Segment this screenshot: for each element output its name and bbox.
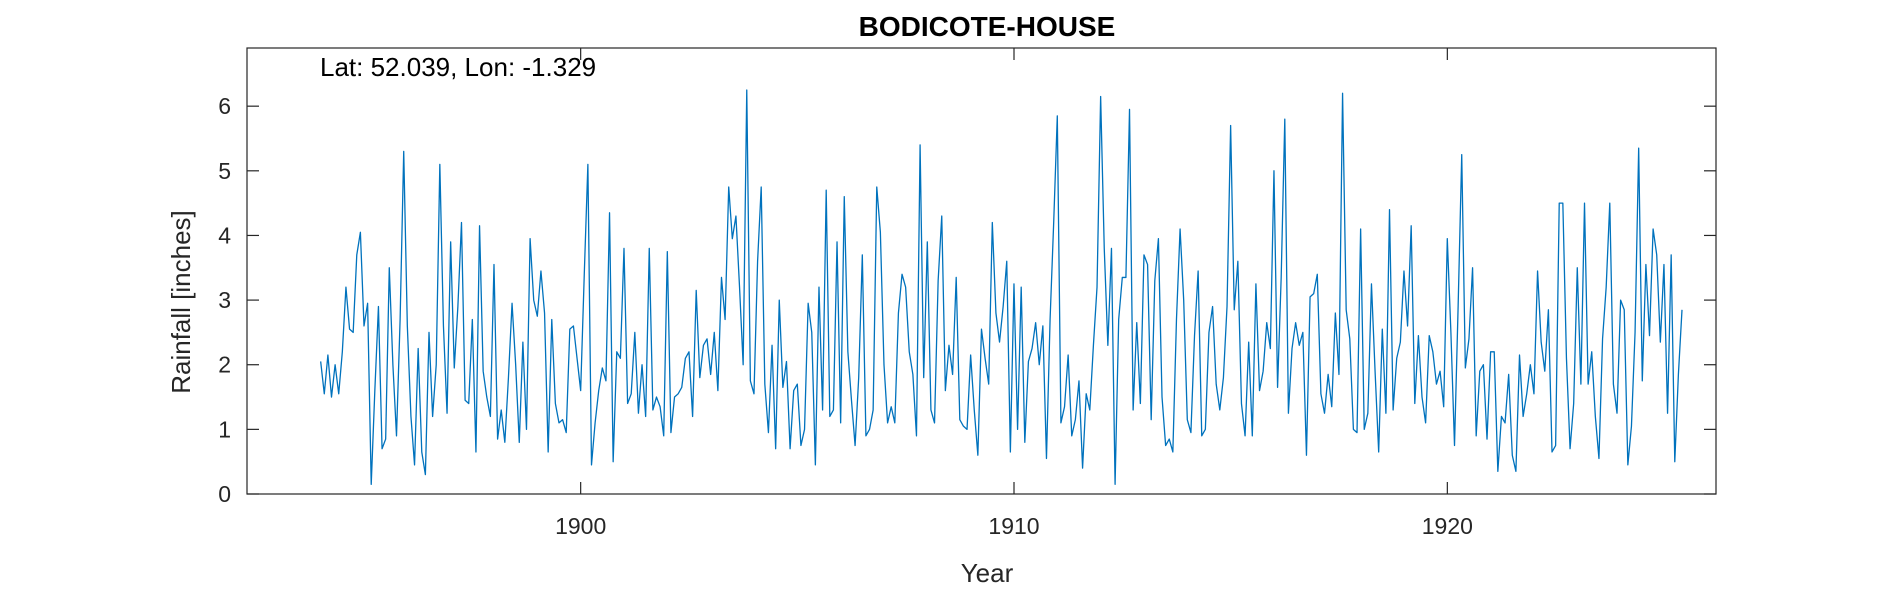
y-axis-label: Rainfall [inches] [166, 210, 196, 394]
axes: 1900 1910 1920 0 1 2 3 4 5 6 [218, 48, 1716, 539]
y-tick-label: 0 [218, 481, 231, 507]
y-tick-label: 2 [218, 352, 231, 378]
plot-frame [246, 47, 1717, 495]
x-tick-label: 1910 [988, 513, 1039, 539]
rainfall-series-line [320, 89, 1683, 485]
y-tick-label: 6 [218, 93, 231, 119]
chart-title: BODICOTE-HOUSE [859, 11, 1116, 42]
location-annotation: Lat: 52.039, Lon: -1.329 [320, 52, 596, 82]
y-tick-label: 4 [218, 222, 231, 248]
x-tick-label: 1900 [555, 513, 606, 539]
y-tick-label: 1 [218, 416, 231, 442]
x-tick-label: 1920 [1422, 513, 1473, 539]
x-axis-label: Year [961, 558, 1014, 588]
y-tick-label: 3 [218, 287, 231, 313]
y-tick-label: 5 [218, 158, 231, 184]
